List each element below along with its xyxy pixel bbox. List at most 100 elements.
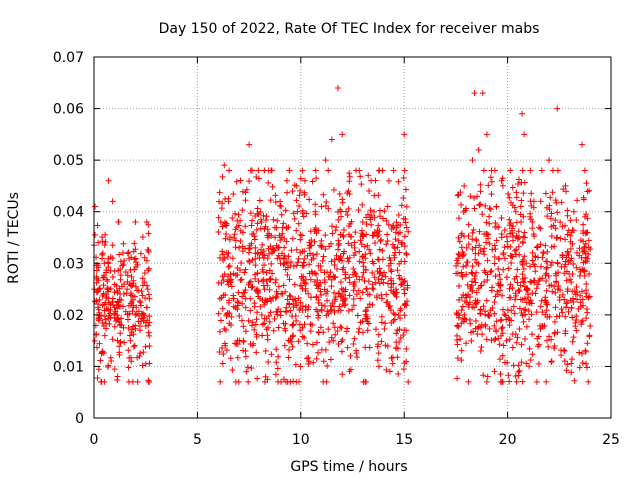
data-point [126,302,133,309]
data-point [401,312,408,319]
data-point [286,276,293,283]
data-point [299,167,306,174]
data-point [520,279,527,286]
data-point [127,337,134,344]
data-point [301,177,308,184]
data-point [359,219,366,226]
data-point [465,301,472,308]
data-point [548,262,555,269]
data-point [344,255,351,262]
data-point [102,238,109,245]
data-point [543,378,550,385]
data-point [273,224,280,231]
data-point [330,186,337,193]
data-point [121,281,128,288]
data-point [128,292,135,299]
data-point [563,300,570,307]
data-point [254,205,261,212]
data-point [303,280,310,287]
data-point [95,366,102,373]
data-point [580,221,587,228]
data-point [265,359,272,366]
data-point [467,320,474,327]
data-point [217,219,224,226]
data-point [238,260,245,267]
data-point [481,267,488,274]
data-point [460,291,467,298]
data-point [287,307,294,314]
data-point [288,247,295,254]
data-point [243,186,250,193]
data-point [266,286,273,293]
data-point [522,306,529,313]
data-point [308,294,315,301]
data-point [537,241,544,248]
data-point [146,295,153,302]
data-point [263,269,270,276]
data-point [254,286,261,293]
data-point [463,271,470,278]
data-point [533,285,540,292]
data-point [397,315,404,322]
data-point [489,246,496,253]
data-point [576,349,583,356]
data-point [313,251,320,258]
x-tick-label: 0 [90,432,99,448]
data-point [217,317,224,324]
data-point [482,323,489,330]
data-point [374,292,381,299]
data-point [554,209,561,216]
data-point [289,322,296,329]
data-point [454,375,461,382]
data-point [273,288,280,295]
data-point [379,247,386,254]
data-point [400,175,407,182]
data-point [475,285,482,292]
data-point [551,329,558,336]
data-point [357,319,364,326]
data-point [491,310,498,317]
data-point [118,322,125,329]
data-point [351,239,358,246]
data-point [225,299,232,306]
data-point [519,296,526,303]
data-point [305,290,312,297]
data-point [375,363,382,370]
data-point [137,318,144,325]
data-point [258,312,265,319]
data-point [521,253,528,260]
data-point [549,167,556,174]
data-point [542,278,549,285]
data-point [383,366,390,373]
data-point [295,220,302,227]
data-point [394,267,401,274]
data-point [146,332,153,339]
data-point [238,317,245,324]
data-point [458,230,465,237]
data-point [540,249,547,256]
data-point [391,244,398,251]
data-point [551,318,558,325]
data-point [528,190,535,197]
data-point [544,264,551,271]
data-point [291,215,298,222]
data-point [290,210,297,217]
data-point [99,250,106,257]
data-point [257,225,264,232]
data-point [471,273,478,280]
data-point [362,311,369,318]
data-point [226,320,233,327]
data-point [221,162,228,169]
data-point [145,230,152,237]
data-point [237,177,244,184]
data-point [403,346,410,353]
data-point [321,302,328,309]
data-point [484,257,491,264]
data-point [492,293,499,300]
data-point [223,313,230,320]
data-point [339,336,346,343]
data-point [256,254,263,261]
data-point [366,344,373,351]
data-point [109,274,116,281]
data-point [259,266,266,273]
